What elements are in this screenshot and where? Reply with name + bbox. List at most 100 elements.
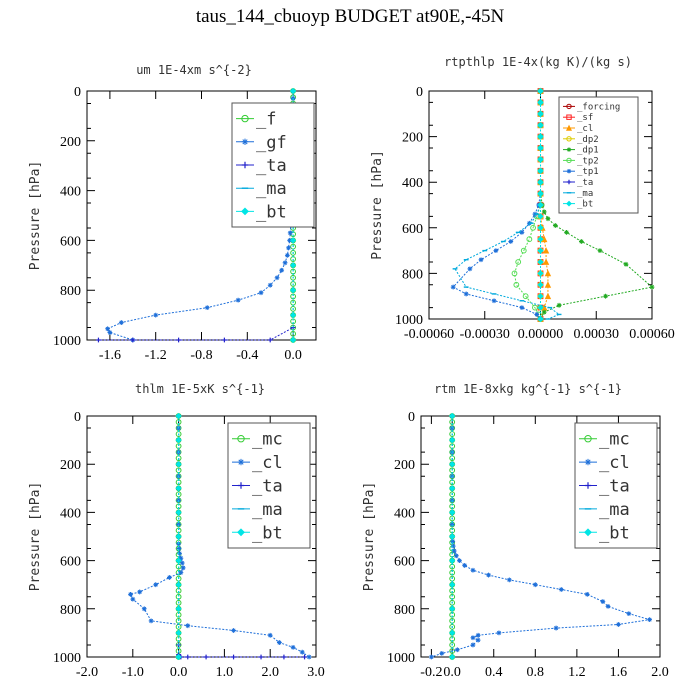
data-point <box>537 247 544 254</box>
legend-marker <box>237 458 245 466</box>
data-point <box>470 567 476 573</box>
legend-marker <box>584 482 592 489</box>
y-tick-label: 1000 <box>53 334 81 349</box>
legend-marker <box>566 169 572 174</box>
legend-label: _cl <box>577 124 593 134</box>
data-point <box>449 533 456 540</box>
data-point <box>496 630 502 636</box>
data-point <box>537 122 544 129</box>
data-point <box>467 266 473 272</box>
x-tick-label: 2.0 <box>261 665 279 680</box>
data-point <box>544 269 552 277</box>
data-point <box>508 239 514 244</box>
data-point <box>130 596 136 602</box>
y-tick-label: 600 <box>60 234 81 249</box>
legend: _f _gf _ta _ma _bt <box>231 102 315 228</box>
legend-label: _bt <box>256 202 287 222</box>
data-point <box>222 337 227 343</box>
data-point <box>175 509 182 516</box>
data-point <box>177 550 182 556</box>
x-tick-label: 1.6 <box>610 665 628 680</box>
data-point <box>475 632 481 638</box>
data-point <box>519 229 525 235</box>
y-tick-label: 600 <box>60 555 81 570</box>
data-point <box>453 553 459 559</box>
data-point <box>493 248 499 253</box>
legend-label: _ma <box>599 500 630 520</box>
legend-label: _ta <box>252 477 283 497</box>
x-tick-label: 0.0 <box>170 665 188 680</box>
y-tick-label: 400 <box>394 506 415 521</box>
data-point <box>511 270 518 277</box>
x-tick-label: -2.0 <box>76 665 98 680</box>
data-point <box>450 284 456 290</box>
data-point <box>558 587 564 592</box>
data-point <box>537 179 544 186</box>
data-point <box>470 635 476 641</box>
x-tick-label: 2.0 <box>651 665 669 680</box>
data-point <box>603 293 608 299</box>
data-point <box>105 326 111 332</box>
data-point <box>449 522 455 527</box>
legend-marker <box>584 458 592 466</box>
data-point <box>281 654 287 660</box>
legend-marker <box>566 147 572 152</box>
x-tick-label: -0.8 <box>190 348 212 363</box>
data-point <box>532 304 538 311</box>
x-tick-label: 0.8 <box>527 665 545 680</box>
data-point <box>175 581 182 588</box>
data-point <box>457 558 462 563</box>
data-point <box>148 618 154 624</box>
data-point <box>167 575 172 580</box>
data-point <box>478 257 484 263</box>
x-tick-label: -0.00060 <box>404 327 454 342</box>
x-tick-label: 1.0 <box>216 665 234 680</box>
data-point <box>534 312 540 317</box>
data-point <box>290 644 296 650</box>
legend-marker <box>241 114 249 123</box>
legend-marker <box>566 103 572 110</box>
data-point <box>449 629 456 637</box>
legend-marker <box>566 157 572 164</box>
panel-title: rtm 1E-8xkg kg^{-1} s^{-1} <box>434 382 622 396</box>
data-point <box>258 290 264 296</box>
data-point <box>537 213 544 220</box>
data-point <box>584 591 590 597</box>
data-point <box>515 259 522 265</box>
data-point <box>564 229 569 235</box>
legend-marker <box>584 435 592 443</box>
data-point <box>235 297 241 303</box>
legend-marker <box>566 200 572 207</box>
x-tick-label: -0.4 <box>236 348 258 363</box>
data-point <box>537 315 544 323</box>
data-point <box>526 236 533 243</box>
legend-marker <box>565 124 573 131</box>
data-point <box>267 632 273 638</box>
data-point <box>552 223 558 228</box>
x-tick-label: 1.2 <box>568 665 586 680</box>
panel-title: um 1E-4xm s^{-2} <box>136 63 252 77</box>
legend-label: _bt <box>599 523 630 543</box>
x-tick-label: 3.0 <box>307 665 325 680</box>
legend-label: _tp2 <box>577 156 599 166</box>
x-tick-label: -0.00030 <box>460 327 510 342</box>
data-point <box>96 337 101 343</box>
data-point <box>537 281 544 288</box>
legend-label: _forcing <box>577 102 620 112</box>
data-point <box>449 605 456 612</box>
data-point <box>537 201 544 209</box>
data-point <box>178 555 184 561</box>
legend-label: _dp2 <box>577 135 599 145</box>
y-tick-label: 200 <box>394 458 415 473</box>
data-point <box>537 293 544 300</box>
x-tick-label: 0.00060 <box>629 327 675 342</box>
data-point <box>279 267 285 273</box>
y-tick-label: 0 <box>416 85 423 100</box>
y-axis-label: Pressure [hPa] <box>28 482 43 592</box>
data-point <box>449 485 456 492</box>
data-point <box>282 260 288 266</box>
series-bt <box>175 412 182 661</box>
